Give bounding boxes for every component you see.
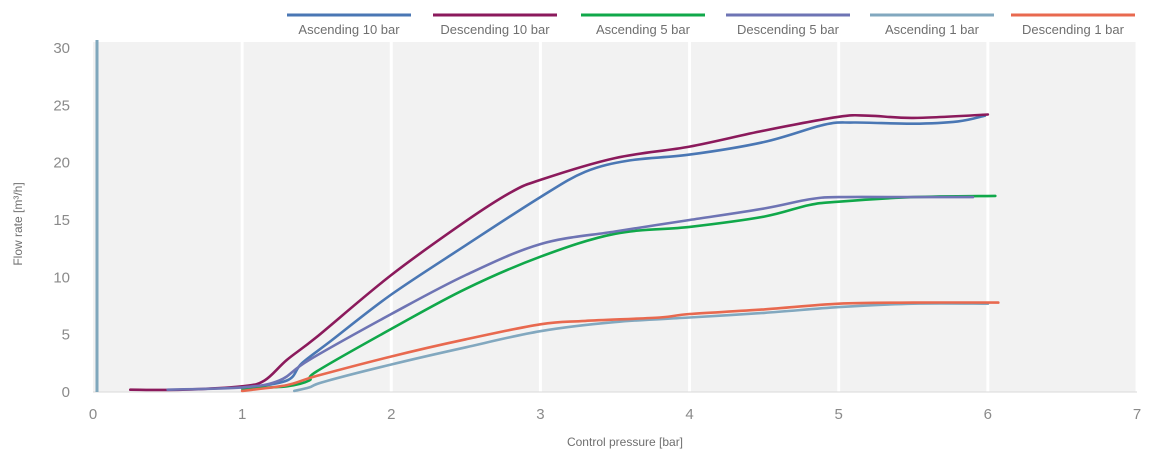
x-tick-label: 6 [984, 406, 992, 423]
y-tick-labels: 0 5 10 15 20 25 30 [53, 40, 70, 401]
y-tick-label: 25 [53, 97, 70, 114]
legend-label: Descending 1 bar [1022, 22, 1125, 37]
legend-label: Descending 10 bar [440, 22, 550, 37]
legend-item-descending-1-bar: Descending 1 bar [1011, 13, 1135, 37]
x-tick-label: 4 [685, 406, 693, 423]
series-line-descending-1-bar [240, 301, 1000, 393]
series-line-ascending-1-bar [293, 302, 990, 393]
x-tick-labels: 0 1 2 3 4 5 6 7 [89, 406, 1141, 423]
legend-item-ascending-10-bar: Ascending 10 bar [287, 13, 411, 37]
legend-label: Ascending 10 bar [298, 22, 400, 37]
legend: Ascending 10 bar Descending 10 bar Ascendi… [287, 13, 1135, 37]
y-tick-label: 30 [53, 40, 70, 57]
x-tick-label: 7 [1133, 406, 1141, 423]
series-line-ascending-10-bar [240, 114, 987, 390]
legend-item-ascending-5-bar: Ascending 5 bar [581, 13, 705, 37]
grid-layer [93, 42, 1139, 392]
axis-layer [93, 40, 1137, 393]
x-tick-label: 3 [536, 406, 544, 423]
legend-label: Descending 5 bar [737, 22, 840, 37]
series-line-descending-5-bar [166, 195, 975, 391]
x-tick-label: 1 [238, 406, 246, 423]
legend-label: Ascending 1 bar [885, 22, 980, 37]
y-tick-label: 20 [53, 155, 70, 172]
y-tick-label: 0 [62, 384, 70, 401]
series-layer [129, 113, 1000, 393]
x-tick-label: 5 [835, 406, 843, 423]
y-tick-label: 10 [53, 269, 70, 286]
x-tick-label: 0 [89, 406, 97, 423]
y-tick-label: 5 [62, 327, 70, 344]
legend-label: Ascending 5 bar [596, 22, 691, 37]
y-axis-title: Flow rate [m³/h] [11, 182, 25, 265]
plot-background [93, 42, 1137, 392]
legend-item-descending-5-bar: Descending 5 bar [726, 13, 850, 37]
series-line-descending-10-bar [129, 113, 990, 392]
x-tick-label: 2 [387, 406, 395, 423]
x-axis-title: Control pressure [bar] [567, 435, 683, 449]
y-tick-label: 15 [53, 212, 70, 229]
legend-item-ascending-1-bar: Ascending 1 bar [870, 13, 994, 37]
legend-item-descending-10-bar: Descending 10 bar [433, 13, 557, 37]
